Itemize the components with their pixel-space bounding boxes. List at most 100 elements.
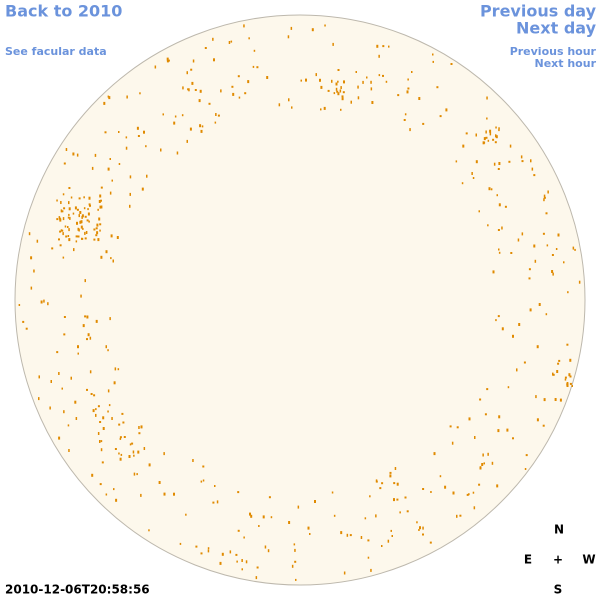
- facula: [62, 217, 65, 221]
- facula: [555, 248, 558, 250]
- facula: [481, 463, 484, 466]
- facula: [362, 80, 364, 84]
- facula: [118, 452, 120, 455]
- facula: [375, 480, 378, 483]
- facula: [33, 269, 35, 273]
- facula: [452, 491, 455, 495]
- facula: [497, 168, 500, 170]
- facula: [119, 437, 122, 440]
- facula: [403, 119, 406, 121]
- facula: [566, 343, 569, 346]
- facula: [22, 320, 25, 323]
- facula: [266, 76, 269, 79]
- facula: [465, 132, 468, 135]
- facula: [432, 53, 434, 56]
- facula: [557, 233, 560, 237]
- facula: [148, 463, 151, 467]
- facula: [542, 232, 545, 235]
- facula: [396, 498, 399, 501]
- facula: [444, 485, 447, 489]
- facula: [418, 529, 420, 531]
- facula: [40, 300, 43, 304]
- facula: [50, 380, 52, 383]
- previous-hour-link[interactable]: Previous hour: [510, 45, 597, 58]
- facula: [357, 85, 359, 89]
- facula: [81, 237, 84, 240]
- back-link[interactable]: Back to 2010: [5, 2, 122, 21]
- facula: [369, 495, 371, 498]
- previous-day-link[interactable]: Previous day: [480, 2, 597, 21]
- facula: [498, 251, 501, 254]
- facula: [486, 96, 488, 100]
- facula: [253, 49, 256, 52]
- facula: [482, 141, 485, 145]
- facula: [112, 259, 114, 263]
- facula: [429, 541, 432, 544]
- facula: [189, 127, 192, 131]
- facula: [122, 421, 125, 424]
- facula: [75, 240, 78, 243]
- facula: [182, 86, 184, 90]
- facula: [125, 136, 128, 139]
- facula: [99, 194, 102, 198]
- next-day-link[interactable]: Next day: [516, 19, 597, 38]
- facula: [80, 225, 83, 229]
- facula: [107, 167, 110, 171]
- facula: [110, 234, 113, 238]
- facula: [113, 381, 116, 385]
- facula: [542, 424, 545, 427]
- facula: [214, 121, 217, 124]
- facula: [139, 92, 141, 95]
- facula: [191, 81, 194, 85]
- facula: [63, 162, 66, 165]
- facula: [337, 92, 340, 96]
- facula: [291, 564, 294, 568]
- facula: [141, 187, 144, 191]
- facula: [118, 163, 121, 165]
- faculae: [18, 24, 581, 581]
- facula: [95, 227, 98, 230]
- facula: [319, 78, 321, 82]
- facula: [91, 166, 94, 170]
- facula: [501, 226, 503, 230]
- facula: [136, 473, 138, 476]
- facula: [129, 192, 131, 196]
- facula: [393, 498, 395, 502]
- facula: [102, 416, 105, 420]
- facular-data-link[interactable]: See facular data: [5, 45, 107, 58]
- facula: [99, 440, 101, 443]
- facula: [278, 103, 281, 107]
- facula: [487, 224, 489, 227]
- facula: [228, 41, 231, 44]
- facula: [385, 80, 388, 83]
- facula: [84, 237, 87, 240]
- facula: [63, 316, 66, 318]
- facula: [208, 102, 211, 105]
- facula: [300, 79, 302, 82]
- facula: [207, 547, 210, 550]
- facula: [137, 450, 140, 454]
- facula: [59, 244, 62, 247]
- facula: [543, 194, 546, 198]
- facula: [76, 221, 78, 225]
- facula: [30, 256, 33, 260]
- facula: [450, 63, 453, 65]
- facula: [77, 227, 79, 231]
- facula: [564, 378, 567, 381]
- facula: [86, 315, 89, 319]
- facula: [475, 160, 478, 164]
- facula: [422, 488, 425, 490]
- facula: [56, 199, 58, 202]
- facula: [85, 231, 88, 234]
- facula: [536, 418, 539, 422]
- facula: [99, 229, 101, 232]
- facula: [232, 92, 235, 96]
- facula: [94, 153, 97, 157]
- facula: [394, 467, 397, 470]
- facula: [498, 129, 500, 132]
- facula: [176, 151, 179, 155]
- next-hour-link[interactable]: Next hour: [535, 57, 597, 70]
- facula: [517, 238, 520, 242]
- facula: [235, 553, 238, 556]
- facula: [166, 57, 169, 61]
